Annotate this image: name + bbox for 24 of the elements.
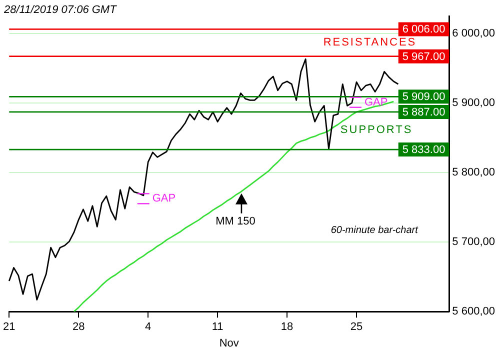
y-tick-label: 5 900,00 bbox=[452, 96, 496, 109]
x-tick-label: 25 bbox=[350, 321, 363, 334]
annotation: 28/11/2019 07:06 GMT bbox=[3, 4, 118, 16]
annotation: MM 150 bbox=[216, 215, 256, 228]
annotation: GAP bbox=[152, 192, 176, 205]
x-tick-label: 18 bbox=[280, 321, 294, 334]
ref-line-label: 6 006.00 bbox=[402, 24, 446, 36]
x-tick-label: 4 bbox=[145, 321, 152, 334]
y-tick-label: 5 700,00 bbox=[452, 236, 496, 248]
x-axis-title: Nov bbox=[219, 337, 240, 350]
x-tick-label: 11 bbox=[212, 321, 224, 334]
x-tick-label: 28 bbox=[72, 321, 85, 334]
annotation: SUPPORTS bbox=[340, 124, 413, 136]
y-tick-label: 5 600,00 bbox=[452, 306, 496, 318]
ref-line-label: 5 887.00 bbox=[402, 106, 446, 119]
ref-line-label: 5 967.00 bbox=[402, 50, 446, 63]
ref-line-label: 5 909.00 bbox=[402, 91, 446, 104]
x-tick-label: 21 bbox=[2, 321, 16, 334]
y-tick-label: 5 800,00 bbox=[452, 166, 496, 179]
annotation: 60-minute bar-chart bbox=[330, 225, 420, 236]
ref-line-label: 5 833.00 bbox=[402, 144, 446, 156]
annotation: RESISTANCES bbox=[323, 36, 417, 49]
annotation: GAP bbox=[364, 96, 388, 108]
y-tick-label: 6 000,00 bbox=[452, 27, 496, 40]
